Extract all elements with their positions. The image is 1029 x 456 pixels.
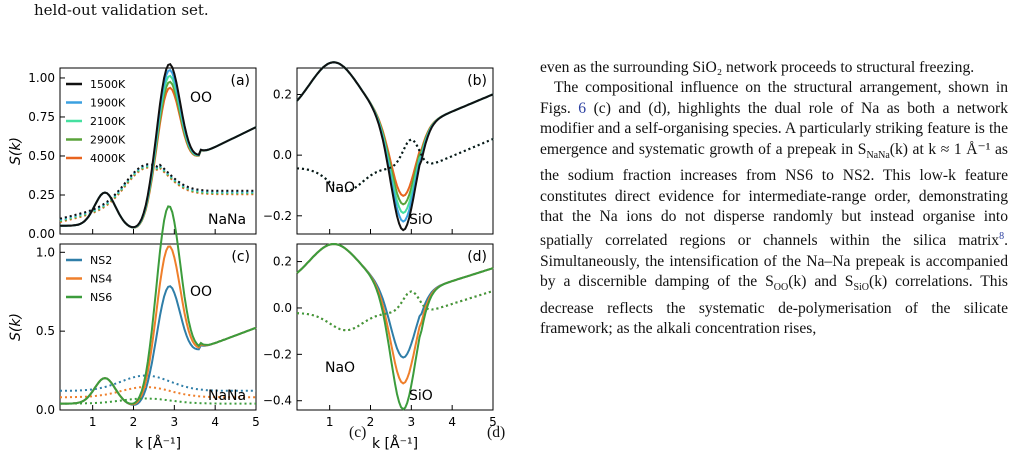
series-label-sio: SiO bbox=[409, 212, 433, 228]
nana-curve bbox=[60, 385, 256, 399]
y-tick-label: 1.0 bbox=[36, 245, 55, 259]
x-tick-label: 2 bbox=[367, 415, 375, 429]
body-text-column: even as the surrounding SiO₂ network pro… bbox=[540, 58, 1008, 340]
y-tick-label: 0.75 bbox=[28, 110, 55, 124]
sio-curve bbox=[296, 242, 494, 411]
nao-curve bbox=[296, 138, 494, 193]
y-tick-label: 0.5 bbox=[36, 324, 55, 338]
oo-curve bbox=[60, 63, 257, 229]
y-axis-label: S(k) bbox=[8, 313, 24, 341]
y-tick-label: 0.00 bbox=[28, 227, 55, 241]
y-tick-label: 0.0 bbox=[36, 403, 55, 417]
legend-label: NS4 bbox=[90, 273, 112, 286]
nana-curve bbox=[59, 163, 256, 220]
x-tick-label: 5 bbox=[489, 415, 497, 429]
panel-frame-2 bbox=[59, 243, 257, 411]
y-tick-label: 0.0 bbox=[273, 148, 292, 162]
y-tick-label: 1.00 bbox=[28, 71, 55, 85]
oo-curve bbox=[60, 68, 257, 229]
y-tick-label: 0.0 bbox=[273, 301, 292, 315]
panel-tag: (b) bbox=[467, 73, 487, 89]
panel-frame-1 bbox=[296, 67, 494, 235]
legend-label: 1500K bbox=[90, 78, 126, 91]
x-tick-label: 5 bbox=[252, 415, 260, 429]
figure-reference[interactable]: 6 bbox=[578, 99, 587, 117]
series-label-nao: NaO bbox=[325, 180, 355, 196]
oo-curve bbox=[60, 205, 257, 405]
sio-curve bbox=[296, 61, 494, 197]
y-tick-label: 0.50 bbox=[28, 149, 55, 163]
structure-factor-figure: 0.000.250.500.751.00S(k)(a)1500K1900K210… bbox=[8, 61, 497, 452]
x-tick-label: 4 bbox=[211, 415, 219, 429]
x-tick-label: 1 bbox=[326, 415, 334, 429]
sio-curve bbox=[296, 242, 494, 359]
y-tick-label: 0.2 bbox=[273, 255, 292, 269]
y-axis-label: S(k) bbox=[8, 137, 24, 165]
nana-curve bbox=[59, 166, 256, 223]
series-label-nana: NaNa bbox=[208, 212, 246, 228]
y-tick-label: 0.25 bbox=[28, 188, 55, 202]
nana-curve bbox=[60, 374, 256, 392]
y-tick-label: −0.4 bbox=[263, 394, 292, 408]
citation-reference[interactable]: 8 bbox=[999, 231, 1005, 243]
x-tick-label: 3 bbox=[171, 415, 179, 429]
caption-fragment-d: (d) bbox=[487, 424, 506, 441]
previous-text-fragment: held-out validation set. bbox=[34, 1, 209, 19]
series-label-nao: NaO bbox=[325, 360, 355, 376]
legend-label: 2100K bbox=[90, 115, 126, 128]
x-tick-label: 1 bbox=[89, 415, 97, 429]
legend-label: 1900K bbox=[90, 97, 126, 110]
panel-tag: (c) bbox=[231, 249, 250, 265]
panel-frame-3 bbox=[296, 243, 494, 411]
series-label-sio: SiO bbox=[409, 388, 433, 404]
x-tick-label: 3 bbox=[408, 415, 416, 429]
series-label-oo: OO bbox=[190, 284, 212, 300]
caption-fragment-c: (c) bbox=[349, 424, 367, 441]
legend-label: NS6 bbox=[90, 291, 112, 304]
x-axis-label: k [Å⁻¹] bbox=[135, 435, 181, 452]
x-tick-label: 2 bbox=[130, 415, 138, 429]
x-axis-label: k [Å⁻¹] bbox=[372, 435, 418, 452]
paragraph-2: The compositional influence on the struc… bbox=[540, 79, 1008, 338]
sio-curve bbox=[296, 61, 494, 232]
panel-tag: (d) bbox=[467, 249, 487, 265]
paragraph-1: even as the surrounding SiO₂ network pro… bbox=[540, 59, 975, 76]
nao-curve bbox=[296, 290, 494, 332]
series-label-oo: OO bbox=[190, 90, 212, 106]
legend-label: NS2 bbox=[90, 254, 112, 267]
y-tick-label: 0.2 bbox=[273, 87, 292, 101]
series-label-nana: NaNa bbox=[208, 388, 246, 404]
panel-tag: (a) bbox=[230, 73, 250, 89]
legend-label: 2900K bbox=[90, 134, 126, 147]
y-tick-label: −0.2 bbox=[263, 347, 292, 361]
legend-label: 4000K bbox=[90, 152, 126, 165]
panel-frame-0 bbox=[59, 67, 257, 235]
y-tick-label: −0.2 bbox=[263, 209, 292, 223]
sio-curve bbox=[296, 61, 494, 223]
x-tick-label: 4 bbox=[448, 415, 456, 429]
